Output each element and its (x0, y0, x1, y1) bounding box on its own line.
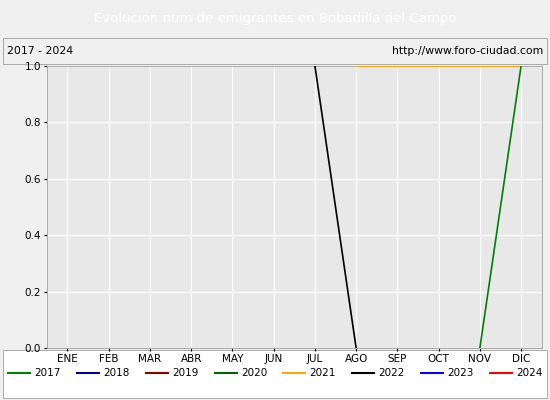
Text: 2017 - 2024: 2017 - 2024 (7, 46, 73, 56)
FancyBboxPatch shape (3, 38, 547, 64)
Text: 2022: 2022 (378, 368, 405, 378)
Text: 2024: 2024 (516, 368, 542, 378)
Text: 2020: 2020 (241, 368, 267, 378)
FancyBboxPatch shape (3, 350, 547, 398)
Text: 2017: 2017 (35, 368, 61, 378)
Text: 2021: 2021 (310, 368, 336, 378)
Text: Evolucion num de emigrantes en Bobadilla del Campo: Evolucion num de emigrantes en Bobadilla… (94, 12, 456, 25)
Text: 2018: 2018 (103, 368, 130, 378)
Text: http://www.foro-ciudad.com: http://www.foro-ciudad.com (392, 46, 543, 56)
Text: 2023: 2023 (447, 368, 474, 378)
Text: 2019: 2019 (172, 368, 199, 378)
